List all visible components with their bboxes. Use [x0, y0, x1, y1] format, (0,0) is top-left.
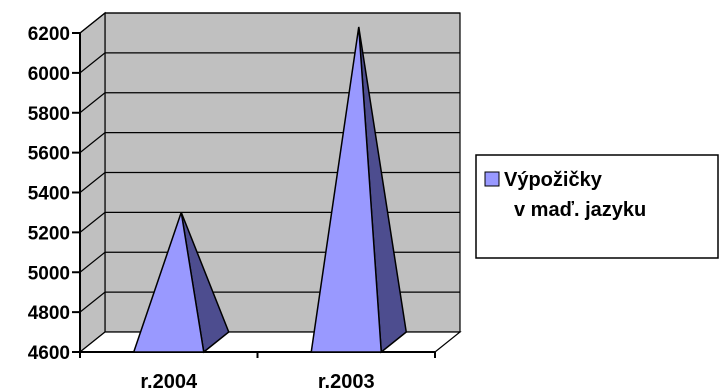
gridline-side	[79, 132, 106, 154]
plot-wall	[79, 11, 461, 354]
y-tick-label: 5800	[28, 104, 70, 125]
gridline-side	[79, 251, 106, 273]
pyramid-front-face	[132, 212, 205, 353]
gridline-side	[79, 291, 106, 313]
legend-swatch	[484, 171, 500, 187]
legend-label-line-2: v maď. jazyku	[514, 199, 646, 221]
y-tick-label: 5400	[28, 184, 70, 205]
y-tick-label: 5200	[28, 223, 70, 244]
y-axis-tick-labels: 4600 4800 5000 5200 5400 5600 5800 6000 6200	[28, 24, 70, 364]
y-tick-label: 5600	[28, 144, 70, 165]
x-category-label: r.2004	[140, 371, 198, 391]
x-axis-category-labels: r.2004 r.2003	[140, 371, 374, 391]
y-tick-label: 6000	[28, 64, 70, 85]
y-tick-label: 4600	[28, 343, 70, 364]
gridline-side	[79, 52, 106, 74]
x-category-label: r.2003	[318, 371, 375, 391]
legend: Výpožičky v maď. jazyku	[475, 154, 719, 259]
gridline-side	[79, 211, 106, 233]
gridlines	[79, 12, 460, 313]
legend-box	[475, 154, 719, 259]
y-tick-label: 6200	[28, 24, 70, 45]
y-tick-label: 4800	[28, 303, 70, 324]
gridline-side	[79, 92, 106, 114]
gridline-side	[79, 12, 106, 34]
pyramid-bar-r.2004	[132, 212, 230, 354]
pyramid-front-face	[310, 26, 383, 353]
pyramid-bar-r.2003	[310, 26, 408, 354]
y-tick-label: 5000	[28, 263, 70, 284]
data-marks	[132, 26, 408, 354]
legend-label-line-1: Výpožičky	[504, 169, 603, 191]
gridline-side	[79, 172, 106, 193]
